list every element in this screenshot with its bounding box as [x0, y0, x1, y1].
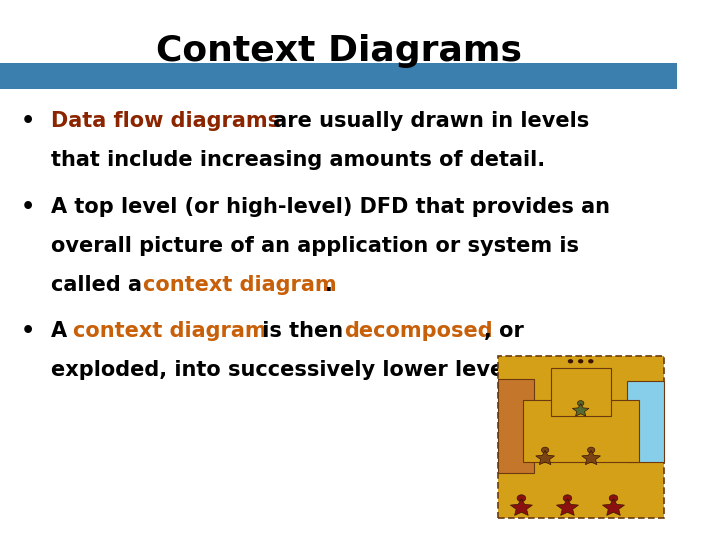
Circle shape: [588, 447, 595, 453]
Circle shape: [578, 359, 583, 363]
Text: decomposed: decomposed: [345, 321, 493, 341]
Polygon shape: [536, 450, 554, 465]
Text: Context Diagrams: Context Diagrams: [156, 35, 521, 68]
Circle shape: [563, 495, 572, 502]
Text: A top level (or high-level) DFD that provides an: A top level (or high-level) DFD that pro…: [51, 197, 610, 217]
Circle shape: [517, 495, 526, 502]
Text: is then: is then: [255, 321, 350, 341]
Text: context diagram: context diagram: [73, 321, 266, 341]
Text: A: A: [51, 321, 74, 341]
Text: •: •: [20, 111, 35, 131]
Text: overall picture of an application or system is: overall picture of an application or sys…: [51, 236, 579, 256]
Text: , or: , or: [485, 321, 524, 341]
FancyBboxPatch shape: [498, 356, 664, 518]
Text: Data flow diagrams: Data flow diagrams: [51, 111, 280, 131]
Bar: [0, 63, 677, 89]
Circle shape: [568, 359, 573, 363]
Text: •: •: [20, 321, 35, 341]
Text: exploded, into successively lower levels of de: exploded, into successively lower levels…: [51, 360, 591, 380]
Polygon shape: [557, 499, 578, 515]
Circle shape: [609, 495, 618, 502]
Circle shape: [577, 401, 584, 406]
Text: are usually drawn in levels: are usually drawn in levels: [266, 111, 590, 131]
Circle shape: [588, 359, 593, 363]
Bar: [523, 400, 639, 462]
Circle shape: [541, 447, 549, 453]
Text: that include increasing amounts of detail.: that include increasing amounts of detai…: [51, 150, 545, 170]
Bar: [498, 379, 534, 473]
Text: •: •: [20, 197, 35, 217]
Polygon shape: [603, 499, 624, 515]
Bar: [551, 368, 611, 416]
Polygon shape: [582, 450, 600, 465]
Bar: [627, 381, 664, 462]
Text: .: .: [325, 275, 333, 295]
Text: called a: called a: [51, 275, 149, 295]
Polygon shape: [572, 403, 589, 416]
Polygon shape: [510, 499, 532, 515]
Text: context diagram: context diagram: [143, 275, 337, 295]
